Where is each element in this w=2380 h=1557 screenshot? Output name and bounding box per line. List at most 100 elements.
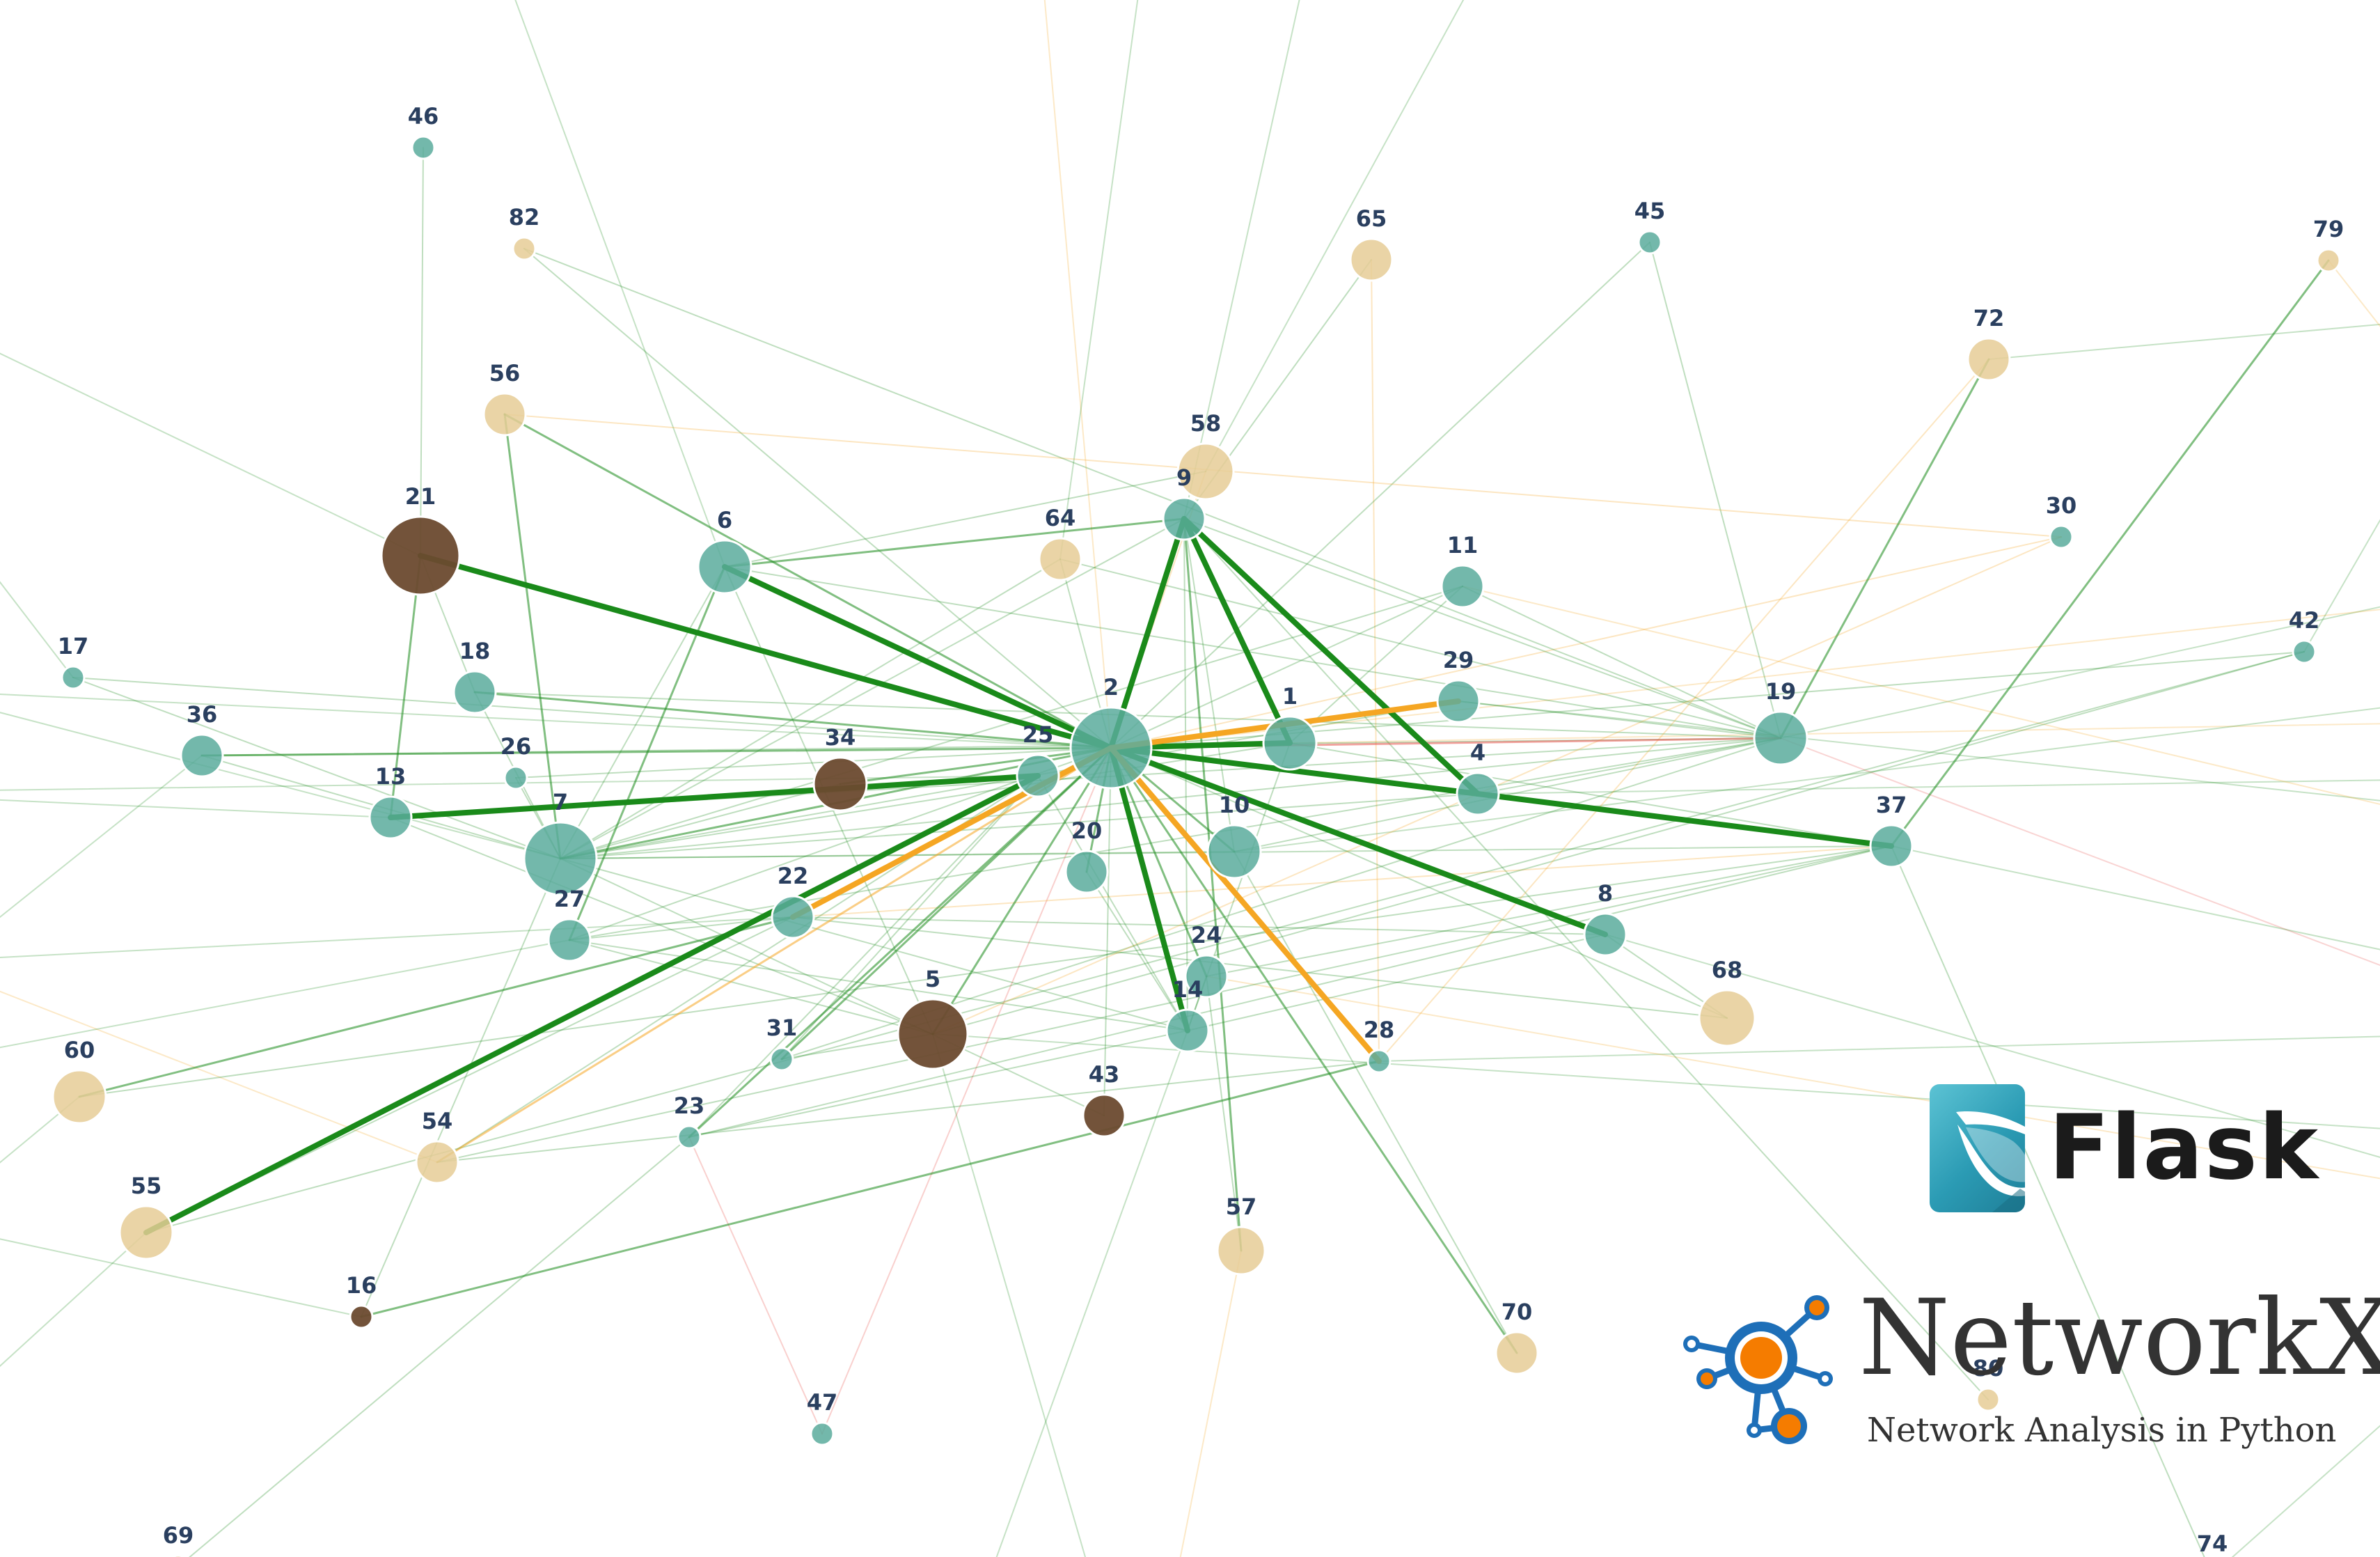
node-43[interactable] [1082,1093,1126,1138]
node-42[interactable] [2292,639,2317,664]
node-13[interactable] [368,795,413,840]
edge-4-7 [560,793,1479,859]
node-29[interactable] [1436,679,1481,723]
node-label-30: 30 [2046,492,2077,519]
node-23[interactable] [677,1125,702,1150]
node-11[interactable] [1440,564,1485,609]
edge-11-2 [1110,586,1463,749]
node-68[interactable] [1698,989,1756,1047]
node-30[interactable] [2049,524,2074,549]
node-65[interactable] [1349,237,1394,282]
node-9[interactable] [1162,496,1206,541]
node-79[interactable] [2316,248,2341,273]
node-55[interactable] [118,1205,174,1260]
node-label-57: 57 [1226,1194,1257,1220]
edge-69-23 [189,1136,690,1557]
node-label-79: 79 [2313,216,2344,242]
node-28[interactable] [1366,1049,1392,1074]
node-label-11: 11 [1447,532,1479,558]
node-64[interactable] [1038,537,1082,581]
node-label-8: 8 [1598,880,1613,907]
edge-offscreen-19 [1780,606,2380,739]
node-8[interactable] [1583,912,1628,957]
edge-offscreen-19 [1780,737,2380,967]
node-45[interactable] [1637,230,1662,255]
node-5[interactable] [897,998,969,1070]
node-26[interactable] [503,765,528,790]
node-18[interactable] [452,670,497,714]
edge-26-2 [515,747,1112,778]
node-6[interactable] [697,539,752,595]
node-19[interactable] [1753,710,1808,766]
edge-offscreen-16 [0,1238,362,1317]
edge-1-37 [1289,742,1892,847]
node-82[interactable] [512,236,537,261]
node-31[interactable] [769,1047,794,1072]
node-4[interactable] [1456,772,1500,816]
node-37[interactable] [1869,824,1914,868]
edge-68-2 [1110,747,1728,1019]
edge-43-2 [1103,747,1112,1116]
edge-6-19 [724,566,1781,739]
edge-56-7 [503,413,562,860]
node-label-45: 45 [1634,198,1666,224]
networkx-graph-icon [1683,1295,1833,1444]
edge-1-11 [1289,586,1463,744]
edge-offscreen-57 [1179,1250,1242,1557]
node-label-58: 58 [1190,410,1222,437]
node-14[interactable] [1165,1008,1210,1053]
edge-72-19 [1779,358,1990,740]
node-label-4: 4 [1470,740,1485,766]
node-72[interactable] [1967,337,2011,382]
node-25[interactable] [1016,753,1060,798]
edge-offscreen-5 [932,1033,1087,1557]
node-57[interactable] [1216,1226,1266,1276]
node-20[interactable] [1064,850,1109,894]
node-label-70: 70 [1502,1299,1533,1325]
node-2[interactable] [1069,706,1153,790]
edge-4-37 [1475,791,1894,849]
node-7[interactable] [523,821,598,896]
flask-horn-glyph [1956,1111,2025,1212]
node-54[interactable] [415,1140,459,1184]
node-label-22: 22 [778,863,809,889]
node-22[interactable] [771,895,815,939]
node-17[interactable] [61,665,86,690]
edge-54-2 [436,746,1112,1164]
node-80[interactable] [1976,1387,2001,1412]
edge-68-22 [792,916,1728,1019]
node-16[interactable] [349,1304,374,1329]
edge-21-13 [389,554,422,819]
edge-27-14 [569,939,1188,1031]
edge-9-19 [1183,518,1781,739]
edge-70-10 [1234,851,1518,1354]
edge-16-28 [360,1060,1380,1318]
node-58[interactable] [1176,442,1235,501]
networkx-tagline: Network Analysis in Python [1867,1411,2337,1450]
edge-60-22 [78,916,794,1098]
edge-65-28 [1371,259,1380,1062]
node-1[interactable] [1262,715,1318,771]
node-60[interactable] [52,1069,107,1125]
node-label-1: 1 [1282,683,1298,710]
node-27[interactable] [547,918,592,962]
node-label-60: 60 [64,1037,95,1063]
node-36[interactable] [180,733,224,778]
edge-2-4 [1108,745,1481,797]
node-70[interactable] [1495,1331,1539,1375]
node-24[interactable] [1184,954,1229,999]
edge-offscreen-36 [0,755,203,918]
node-46[interactable] [411,135,436,160]
node-21[interactable] [380,515,461,596]
edge-54-37 [436,845,1892,1163]
edge-57-24 [1206,976,1242,1251]
node-56[interactable] [482,392,527,437]
node-label-10: 10 [1219,792,1250,818]
node-label-2: 2 [1103,674,1119,701]
node-10[interactable] [1206,824,1262,879]
node-34[interactable] [812,756,868,812]
node-label-34: 34 [825,724,856,751]
node-label-23: 23 [674,1093,705,1119]
node-47[interactable] [810,1421,835,1446]
edge-9-4 [1181,516,1481,797]
